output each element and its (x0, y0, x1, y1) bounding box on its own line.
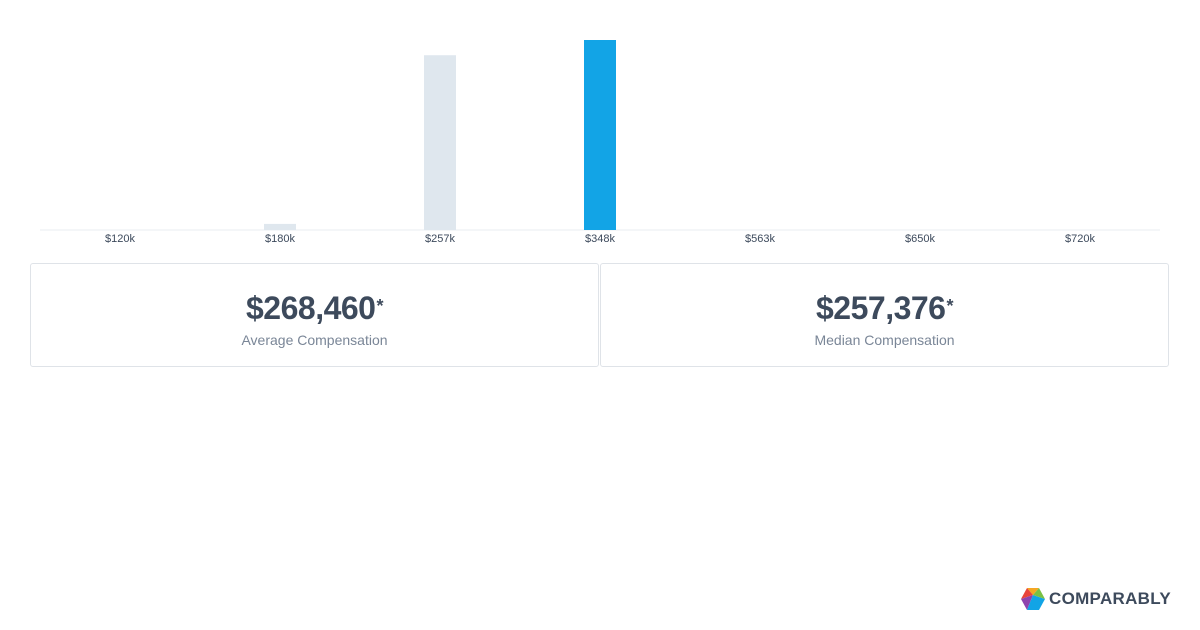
comparably-logo-icon (1021, 588, 1045, 610)
x-tick-label-3: $348k (585, 233, 615, 245)
average-compensation-card: $268,460* Average Compensation (30, 263, 599, 367)
brand-name: COMPARABLY (1049, 589, 1172, 608)
x-tick-label-5: $650k (905, 233, 935, 245)
median-compensation-card: $257,376* Median Compensation (600, 263, 1169, 367)
median-footnote-mark: * (946, 296, 953, 316)
logo-facet (1027, 588, 1039, 595)
median-compensation-label: Median Compensation (814, 332, 955, 348)
histogram-bar-3[interactable] (584, 40, 616, 230)
histogram-bar-1[interactable] (264, 223, 296, 230)
median-compensation-value: $257,376* (816, 290, 953, 326)
logo-facet (1033, 588, 1045, 599)
compensation-histogram: $120k $180k $257k $348k $563k $650k $720k (40, 40, 1160, 245)
logo-facet (1027, 595, 1045, 610)
x-tick-label-2: $257k (425, 233, 455, 245)
x-tick-label-1: $180k (265, 233, 295, 245)
histogram-bar-2[interactable] (424, 55, 456, 231)
average-compensation-value: $268,460* (246, 290, 383, 326)
x-tick-label-6: $720k (1065, 233, 1095, 245)
average-footnote-mark: * (376, 296, 383, 316)
x-tick-label-0: $120k (105, 233, 135, 245)
logo-facet (1021, 588, 1033, 599)
comparably-logo[interactable]: COMPARABLY (1020, 586, 1171, 612)
x-tick-label-4: $563k (745, 233, 775, 245)
average-compensation-label: Average Compensation (241, 332, 388, 348)
logo-facet (1021, 595, 1033, 610)
